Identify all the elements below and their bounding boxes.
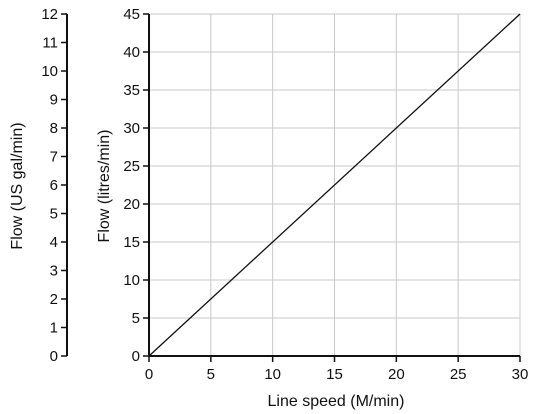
y-secondary-tick-label: 3 (50, 263, 58, 280)
x-tick-label: 0 (145, 366, 153, 383)
y-secondary-tick-label: 7 (50, 149, 58, 166)
y-secondary-tick-label: 0 (50, 348, 58, 365)
y-secondary-tick-label: 12 (41, 6, 58, 23)
x-tick-label: 20 (388, 366, 405, 383)
y-secondary-tick-label: 6 (50, 177, 58, 194)
y-secondary-tick-label: 4 (50, 234, 58, 251)
x-tick-label: 10 (264, 366, 281, 383)
y-secondary-tick-label: 2 (50, 291, 58, 308)
y-tick-label: 10 (123, 272, 140, 289)
y-secondary-tick-label: 5 (50, 206, 58, 223)
y-secondary-tick-label: 10 (41, 63, 58, 80)
y-tick-label: 0 (132, 348, 140, 365)
y-secondary-tick-label: 11 (42, 35, 58, 52)
x-tick-label: 15 (326, 366, 343, 383)
y-tick-label: 5 (132, 310, 140, 327)
y-tick-label: 30 (123, 120, 140, 137)
y-tick-label: 45 (123, 6, 140, 23)
y-tick-label: 35 (123, 82, 140, 99)
y-secondary-tick-label: 9 (50, 92, 58, 109)
y-secondary-tick-label: 1 (50, 320, 58, 337)
axes (61, 13, 521, 362)
series-line (148, 13, 521, 357)
y-secondary-tick-label: 8 (50, 120, 58, 137)
x-tick-label: 5 (207, 366, 215, 383)
y-tick-label: 40 (123, 44, 140, 61)
x-tick-label: 30 (512, 366, 529, 383)
x-axis-title: Line speed (M/min) (268, 393, 405, 410)
series-layer (148, 13, 521, 357)
x-tick-label: 25 (450, 366, 467, 383)
y-tick-label: 15 (123, 234, 140, 251)
y-axis-title: Flow (litres/min) (96, 130, 113, 243)
y-tick-label: 25 (123, 158, 140, 175)
y-secondary-axis-title: Flow (US gal/min) (9, 122, 26, 249)
tick-labels: 0 5 10 15 20 25 300510152025303540450123456789… (41, 6, 528, 383)
y-tick-label: 20 (123, 196, 140, 213)
grid (149, 13, 521, 356)
